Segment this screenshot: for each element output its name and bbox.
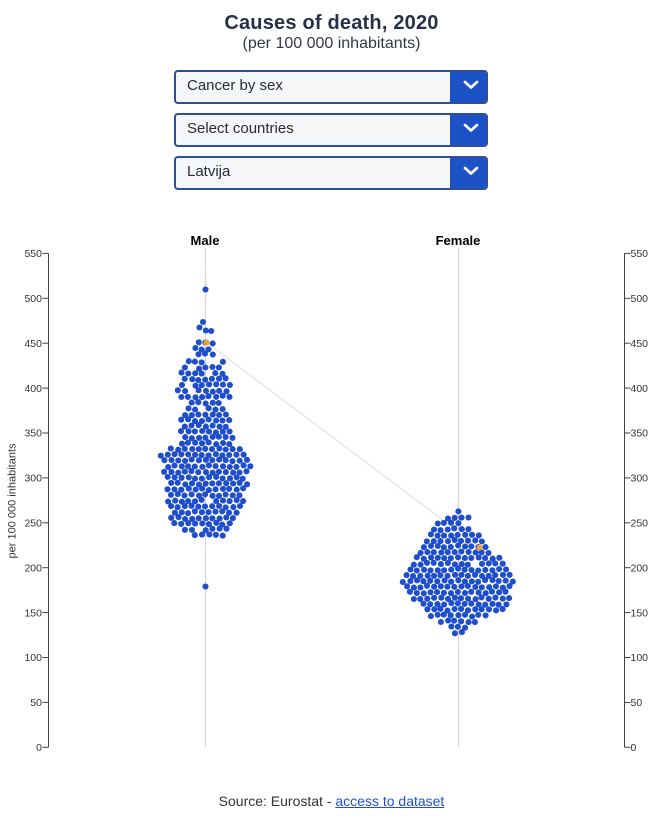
svg-text:0: 0 — [36, 742, 42, 754]
svg-text:450: 450 — [24, 338, 42, 350]
svg-text:150: 150 — [24, 607, 42, 619]
svg-text:400: 400 — [631, 383, 649, 395]
svg-text:450: 450 — [631, 338, 649, 350]
svg-text:50: 50 — [30, 697, 42, 709]
svg-text:Male: Male — [191, 233, 220, 248]
svg-text:550: 550 — [24, 248, 42, 260]
svg-text:100: 100 — [631, 652, 649, 664]
svg-text:350: 350 — [24, 428, 42, 440]
svg-text:300: 300 — [24, 473, 42, 485]
svg-text:150: 150 — [631, 607, 649, 619]
svg-text:50: 50 — [631, 697, 643, 709]
svg-text:400: 400 — [24, 383, 42, 395]
svg-text:500: 500 — [24, 293, 42, 305]
svg-text:300: 300 — [631, 473, 649, 485]
svg-text:Female: Female — [436, 233, 481, 248]
svg-text:550: 550 — [631, 248, 649, 260]
svg-text:200: 200 — [24, 562, 42, 574]
svg-text:500: 500 — [631, 293, 649, 305]
svg-text:per 100 000 inhabitants: per 100 000 inhabitants — [7, 443, 19, 558]
svg-text:250: 250 — [24, 518, 42, 530]
svg-text:350: 350 — [631, 428, 649, 440]
svg-text:250: 250 — [631, 518, 649, 530]
svg-text:100: 100 — [24, 652, 42, 664]
svg-text:0: 0 — [631, 742, 637, 754]
svg-text:200: 200 — [631, 562, 649, 574]
